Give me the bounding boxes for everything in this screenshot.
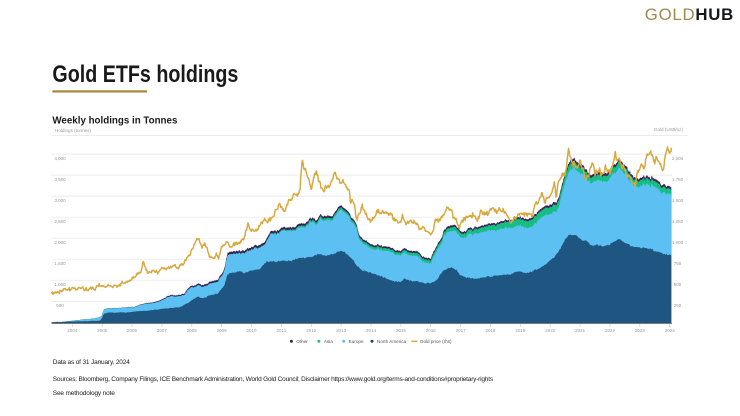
svg-text:2,500: 2,500 [54, 219, 66, 224]
svg-text:1,500: 1,500 [672, 198, 684, 203]
svg-text:2011: 2011 [277, 328, 287, 333]
svg-text:2013: 2013 [336, 328, 347, 333]
svg-text:2,000: 2,000 [54, 240, 66, 245]
svg-text:See methodology note: See methodology note [53, 390, 115, 397]
svg-text:GOLDHUB: GOLDHUB [645, 5, 734, 24]
svg-text:2022: 2022 [605, 328, 616, 333]
svg-text:Gold (US$/oz): Gold (US$/oz) [654, 127, 684, 132]
svg-text:2008: 2008 [187, 328, 198, 333]
svg-text:2019: 2019 [515, 328, 526, 333]
svg-text:2006: 2006 [127, 328, 138, 333]
svg-text:Europe: Europe [349, 339, 364, 344]
svg-text:Weekly holdings in Tonnes: Weekly holdings in Tonnes [52, 115, 177, 126]
svg-text:4,000: 4,000 [54, 156, 66, 161]
svg-text:1,250: 1,250 [672, 219, 684, 224]
svg-text:Sources: Bloomberg, Company Fi: Sources: Bloomberg, Company Filings, ICE… [53, 376, 494, 383]
svg-text:2,000: 2,000 [672, 156, 684, 161]
svg-text:2020: 2020 [545, 328, 556, 333]
svg-text:500: 500 [56, 303, 64, 308]
svg-text:Data as of 31 January, 2024: Data as of 31 January, 2024 [53, 359, 130, 366]
svg-text:2007: 2007 [157, 328, 168, 333]
svg-text:2004: 2004 [67, 328, 78, 333]
svg-text:2018: 2018 [485, 328, 496, 333]
svg-text:250: 250 [674, 303, 682, 308]
svg-text:2015: 2015 [396, 328, 407, 333]
svg-text:Asia: Asia [324, 339, 333, 344]
svg-text:2014: 2014 [366, 328, 377, 333]
svg-text:1,500: 1,500 [54, 261, 66, 266]
svg-text:2023: 2023 [635, 328, 646, 333]
svg-text:2021: 2021 [575, 328, 586, 333]
svg-text:Gold price (rhs): Gold price (rhs) [420, 339, 452, 344]
svg-text:3,500: 3,500 [54, 177, 66, 182]
svg-text:750: 750 [674, 261, 682, 266]
svg-text:1,750: 1,750 [672, 177, 684, 182]
svg-text:1,000: 1,000 [672, 240, 684, 245]
svg-text:2009: 2009 [217, 328, 228, 333]
svg-text:2016: 2016 [426, 328, 437, 333]
svg-text:2005: 2005 [97, 328, 108, 333]
svg-text:2024: 2024 [665, 328, 676, 333]
svg-text:Gold ETFs holdings: Gold ETFs holdings [52, 61, 238, 88]
svg-text:Holdings (tonnes): Holdings (tonnes) [55, 128, 91, 133]
svg-text:2010: 2010 [246, 328, 257, 333]
svg-text:North America: North America [377, 339, 407, 344]
svg-text:1,000: 1,000 [54, 282, 66, 287]
svg-text:3,000: 3,000 [54, 198, 66, 203]
svg-text:500: 500 [674, 282, 682, 287]
svg-text:2017: 2017 [456, 328, 467, 333]
svg-text:Other: Other [296, 339, 308, 344]
svg-text:2012: 2012 [306, 328, 317, 333]
